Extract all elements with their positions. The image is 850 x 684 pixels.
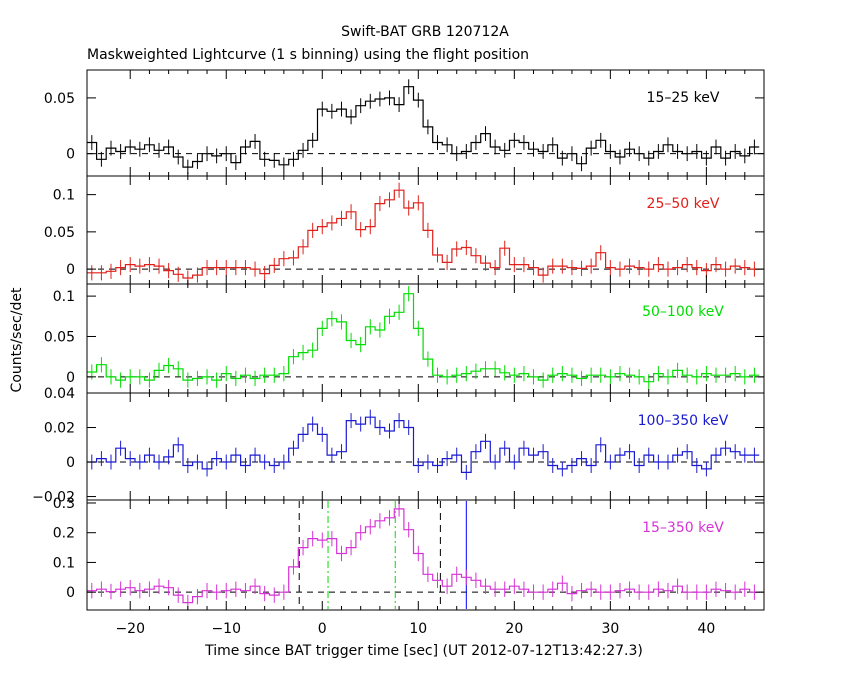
panel-3: 0 0.05 0.1 50–100 keV — [44, 283, 765, 394]
series-step-line — [87, 86, 760, 168]
series-label: 25–50 keV — [647, 196, 720, 212]
y-tick-label: 0.1 — [53, 289, 75, 305]
x-tick-label: −20 — [115, 621, 145, 637]
y-tick-label: 0.1 — [53, 555, 75, 571]
y-tick-label: 0 — [66, 455, 75, 471]
panel-frame — [86, 499, 765, 611]
chart-title: Swift-BAT GRB 120712A — [341, 24, 509, 40]
series-label: 15–350 keV — [642, 520, 724, 536]
y-tick-label: 0 — [66, 370, 75, 386]
x-axis-label: Time since BAT trigger time [sec] (UT 20… — [204, 643, 643, 659]
series-step-line — [87, 293, 760, 383]
x-tick-label: 40 — [697, 621, 715, 637]
y-tick-label: 0.1 — [53, 188, 75, 204]
series-label: 50–100 keV — [642, 304, 724, 320]
y-tick-label: 0 — [66, 147, 75, 163]
series-label: 100–350 keV — [638, 413, 729, 429]
panel-1: 0 0.05 15–25 keV — [44, 69, 765, 177]
x-tick-label: 0 — [318, 621, 327, 637]
panel-5: 0 0.1 0.2 0.3 15–350 keV — [53, 496, 765, 611]
x-tick-label: 20 — [505, 621, 523, 637]
y-tick-label: 0 — [66, 585, 75, 601]
y-tick-label: 0 — [66, 262, 75, 278]
y-axis-label: Counts/sec/det — [9, 287, 25, 392]
y-tick-label: 0.02 — [44, 421, 75, 437]
x-tick-label: −10 — [211, 621, 241, 637]
chart-subtitle: Maskweighted Lightcurve (1 s binning) us… — [87, 47, 529, 63]
panels: 0 0.05 15–25 keV 0 0.05 0.1 25–50 keV 0 0.05 0.1 5… — [32, 69, 765, 637]
series-step-line — [87, 189, 760, 279]
y-tick-label: −0.02 — [32, 490, 75, 506]
x-tick-label: 30 — [601, 621, 619, 637]
y-tick-label: 0.05 — [44, 329, 75, 345]
x-tick-label: 10 — [409, 621, 427, 637]
panel-2: 0 0.05 0.1 25–50 keV — [44, 175, 765, 286]
series-label: 15–25 keV — [647, 90, 720, 106]
y-tick-label: 0.3 — [53, 496, 75, 512]
y-tick-label: 0.04 — [44, 386, 75, 402]
y-tick-label: 0.05 — [44, 91, 75, 107]
y-tick-label: 0.05 — [44, 225, 75, 241]
y-tick-label: 0.2 — [53, 526, 75, 542]
